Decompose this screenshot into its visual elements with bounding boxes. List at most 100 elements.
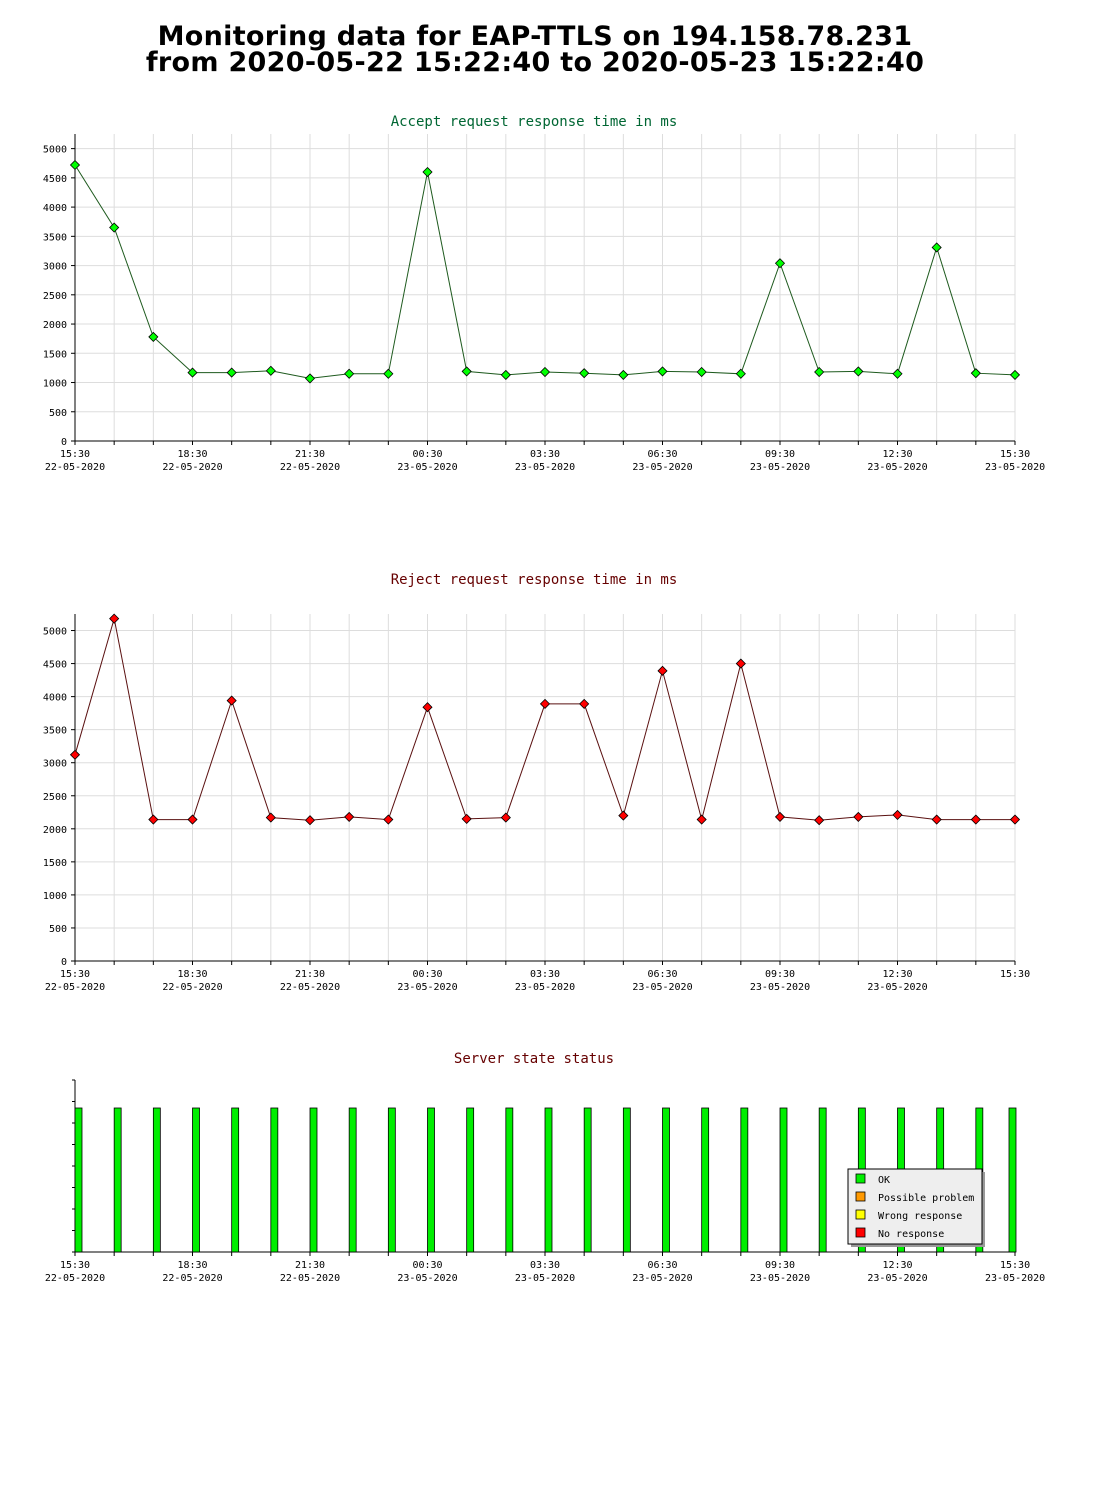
accept-xtick-date: 22-05-2020 [280, 462, 340, 473]
reject-xtick-time: 03:30 [530, 969, 560, 980]
reject-xtick-date: 23-05-2020 [867, 982, 927, 993]
status-xtick-date: 22-05-2020 [162, 1273, 222, 1284]
accept-xtick-time: 00:30 [412, 449, 442, 460]
accept-data-point [1009, 369, 1021, 380]
status-status-bar [427, 1107, 435, 1253]
reject-data-point [461, 813, 472, 824]
reject-chart: Reject request response time in ms 0 500 10… [43, 572, 1030, 993]
accept-xtick-time: 03:30 [530, 449, 560, 460]
accept-data-point [970, 368, 981, 379]
accept-data-point [618, 369, 629, 380]
status-xtick-time: 15:30 [60, 1260, 90, 1271]
status-xtick-time: 00:30 [412, 1260, 442, 1271]
reject-data-point [69, 749, 81, 760]
accept-data-point [461, 366, 472, 377]
accept-data-point [696, 366, 707, 378]
status-xtick-time: 12:30 [882, 1260, 912, 1271]
reject-ytick-label: 5000 [43, 627, 67, 638]
reject-xtick-date: 22-05-2020 [162, 982, 222, 993]
reject-data-point [892, 809, 903, 820]
page-title-line-2: from 2020-05-22 15:22:40 to 2020-05-23 1… [145, 47, 925, 78]
accept-data-point [304, 373, 316, 384]
accept-xtick-date: 23-05-2020 [750, 462, 810, 473]
accept-xtick-time: 06:30 [647, 449, 677, 460]
accept-data-point [853, 366, 864, 377]
accept-data-point [265, 365, 276, 376]
accept-chart-title: Accept request response time in ms [391, 114, 678, 130]
accept-xtick-date: 23-05-2020 [985, 462, 1045, 473]
status-xtick-time: 06:30 [647, 1260, 677, 1271]
reject-data-point [304, 815, 316, 826]
status-status-bar [270, 1107, 279, 1253]
status-status-bar [231, 1107, 240, 1253]
status-status-bar [152, 1107, 161, 1253]
reject-data-point [696, 814, 707, 825]
reject-data-point [148, 814, 159, 825]
status-xtick-date: 23-05-2020 [985, 1273, 1045, 1284]
accept-xtick-time: 18:30 [177, 449, 207, 460]
accept-xtick-time: 21:30 [295, 449, 325, 460]
status-xtick-time: 18:30 [177, 1260, 207, 1271]
accept-data-point [892, 368, 903, 379]
reject-ytick-label: 500 [49, 924, 67, 935]
reject-xtick-time: 09:30 [765, 969, 795, 980]
status-xtick-date: 22-05-2020 [45, 1273, 105, 1284]
status-xtick-date: 23-05-2020 [397, 1273, 457, 1284]
accept-xtick-date: 23-05-2020 [632, 462, 692, 473]
status-status-bar [818, 1107, 827, 1253]
accept-data-point [69, 159, 81, 171]
status-legend-label: OK [878, 1175, 890, 1186]
reject-data-point [344, 811, 355, 822]
status-xtick-time: 21:30 [295, 1260, 325, 1271]
reject-ytick-label: 3000 [43, 759, 67, 770]
accept-xtick-time: 12:30 [882, 449, 912, 460]
status-status-bar [740, 1107, 749, 1253]
accept-data-point [383, 368, 394, 379]
reject-chart-title: Reject request response time in ms [391, 572, 678, 588]
accept-xtick-date: 22-05-2020 [162, 462, 222, 473]
accept-xtick-time: 15:30 [1000, 449, 1030, 460]
accept-data-point [344, 368, 355, 379]
status-status-bar [309, 1107, 318, 1253]
reject-data-point [1009, 814, 1021, 825]
accept-data-point [422, 166, 433, 178]
reject-xtick-time: 06:30 [647, 969, 677, 980]
reject-data-point [735, 658, 746, 669]
status-status-bar [466, 1107, 475, 1253]
reject-xtick-date: 23-05-2020 [632, 982, 692, 993]
reject-xtick-time: 12:30 [882, 969, 912, 980]
reject-data-point [226, 695, 237, 706]
reject-ytick-label: 1000 [43, 891, 67, 902]
accept-xtick-date: 23-05-2020 [867, 462, 927, 473]
reject-data-point [931, 814, 942, 825]
accept-chart: Accept request response time in ms 0 500 10… [43, 114, 1045, 473]
status-status-bar [544, 1107, 553, 1253]
accept-ytick-label: 4000 [43, 203, 67, 214]
reject-ytick-label: 1500 [43, 858, 67, 869]
reject-data-point [970, 814, 981, 825]
status-legend-box [847, 1168, 983, 1245]
status-legend-swatch [855, 1227, 866, 1238]
status-status-bar [701, 1107, 710, 1253]
accept-ytick-label: 3500 [43, 232, 67, 243]
reject-xtick-time: 00:30 [412, 969, 442, 980]
accept-data-point [226, 367, 237, 378]
reject-xtick-date: 23-05-2020 [515, 982, 575, 993]
accept-data-point [657, 366, 668, 377]
reject-ytick-label: 2000 [43, 825, 67, 836]
reject-data-point [187, 814, 198, 825]
status-xtick-time: 09:30 [765, 1260, 795, 1271]
status-legend-swatch [855, 1209, 866, 1220]
status-legend-swatch [855, 1191, 866, 1202]
accept-data-point [148, 331, 159, 342]
accept-ytick-label: 2500 [43, 291, 67, 302]
reject-data-point [618, 810, 629, 821]
accept-xtick-date: 23-05-2020 [397, 462, 457, 473]
reject-data-point [383, 814, 394, 825]
reject-ytick-label: 0 [61, 957, 67, 968]
accept-data-point [500, 369, 511, 380]
accept-data-point [539, 366, 551, 378]
accept-data-point [931, 242, 942, 253]
accept-ytick-label: 4500 [43, 174, 67, 185]
status-xtick-time: 15:30 [1000, 1260, 1030, 1271]
